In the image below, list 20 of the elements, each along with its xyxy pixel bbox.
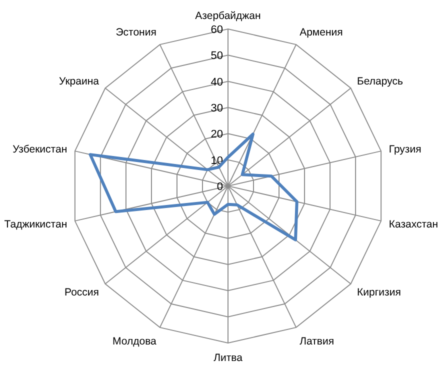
spoke-label: Таджикистан bbox=[4, 218, 68, 231]
spoke-label: Литва bbox=[214, 352, 243, 364]
y-tick-label: 0 bbox=[216, 181, 223, 193]
spoke-label: Украина bbox=[59, 76, 100, 88]
spoke-label: Россия bbox=[64, 286, 99, 298]
spoke-label: Эстония bbox=[116, 26, 156, 38]
y-tick-label: 60 bbox=[210, 24, 223, 36]
spoke-label: Латвия bbox=[300, 336, 334, 348]
spoke-label: Молдова bbox=[112, 336, 157, 348]
spoke-label: Узбекистан bbox=[12, 143, 68, 156]
y-tick-label: 50 bbox=[210, 50, 223, 62]
y-tick-label: 30 bbox=[210, 102, 223, 114]
spoke-label: Казахстан bbox=[388, 218, 438, 231]
y-tick-label: 20 bbox=[210, 128, 223, 141]
spoke-label: Армения bbox=[300, 26, 343, 38]
spoke-label: Беларусь bbox=[357, 76, 404, 88]
spoke-label: Азербайджан bbox=[195, 10, 262, 22]
spoke-label: Грузия bbox=[388, 143, 422, 156]
spoke-label: Киргизия bbox=[357, 286, 401, 298]
y-tick-label: 40 bbox=[210, 76, 223, 88]
